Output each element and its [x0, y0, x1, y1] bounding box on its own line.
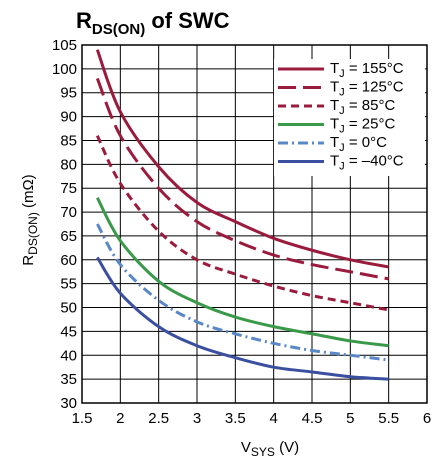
- x-axis-label: VSYS (V): [241, 439, 299, 459]
- legend-box: [274, 59, 425, 176]
- y-tick-label: 80: [60, 156, 77, 173]
- legend-label-3: TJ = 25°C: [330, 116, 395, 136]
- series-line-0: [95, 49, 389, 269]
- x-tick-label: 2: [116, 410, 124, 427]
- y-tick-label: 65: [60, 228, 77, 245]
- y-tick-label: 95: [60, 85, 77, 102]
- y-tick-label: 40: [60, 347, 77, 364]
- y-tick-label: 105: [52, 37, 77, 54]
- y-tick-label: 70: [60, 204, 77, 221]
- x-tick-label: 4: [269, 410, 277, 427]
- chart-title: RDS(ON) of SWC: [76, 8, 230, 38]
- series-group: [95, 49, 389, 381]
- legend-label-5: TJ = –40°C: [330, 153, 404, 173]
- y-tick-label: 75: [60, 180, 77, 197]
- y-tick-label: 45: [60, 323, 77, 340]
- y-axis-label: RDS(ON) (mΩ): [20, 174, 40, 265]
- y-tick-label: 60: [60, 252, 77, 269]
- x-tick-label: 1.5: [72, 410, 93, 427]
- y-tick-label: 85: [60, 132, 77, 149]
- x-tick-label: 5.5: [378, 410, 399, 427]
- series-line-4: [96, 223, 389, 362]
- x-tick-label: 3: [193, 410, 201, 427]
- x-tick-label: 2.5: [148, 410, 169, 427]
- plot-frame: [81, 44, 428, 404]
- series-line-5: [96, 256, 389, 381]
- y-tick-label: 90: [60, 109, 77, 126]
- legend-label-1: TJ = 125°C: [330, 79, 404, 99]
- y-tick-label: 35: [60, 371, 77, 388]
- y-tick-label: 50: [60, 300, 77, 317]
- x-tick-label: 6: [423, 410, 431, 427]
- y-ticks: 30 35 40 45 50 55 60 65 70 75 80 85 90 95 100 105: [52, 37, 77, 412]
- y-tick-label: 55: [60, 276, 77, 293]
- x-tick-label: 3.5: [225, 410, 246, 427]
- legend: TJ = 155°CTJ = 125°CTJ = 85°CTJ = 25°CTJ…: [278, 60, 404, 173]
- x-tick-label: 5: [346, 410, 354, 427]
- series-line-1: [95, 77, 389, 281]
- x-ticks: 1.5 2 2.5 3 3.5 4 4.5 5 5.5 6: [72, 410, 432, 427]
- series-line-3: [96, 197, 389, 348]
- y-tick-label: 100: [52, 61, 77, 78]
- legend-label-4: TJ = 0°C: [330, 134, 387, 154]
- series-line-2: [95, 135, 389, 312]
- legend-label-2: TJ = 85°C: [330, 97, 395, 117]
- legend-label-0: TJ = 155°C: [330, 60, 404, 80]
- y-tick-label: 30: [60, 395, 77, 412]
- x-tick-label: 4.5: [302, 410, 323, 427]
